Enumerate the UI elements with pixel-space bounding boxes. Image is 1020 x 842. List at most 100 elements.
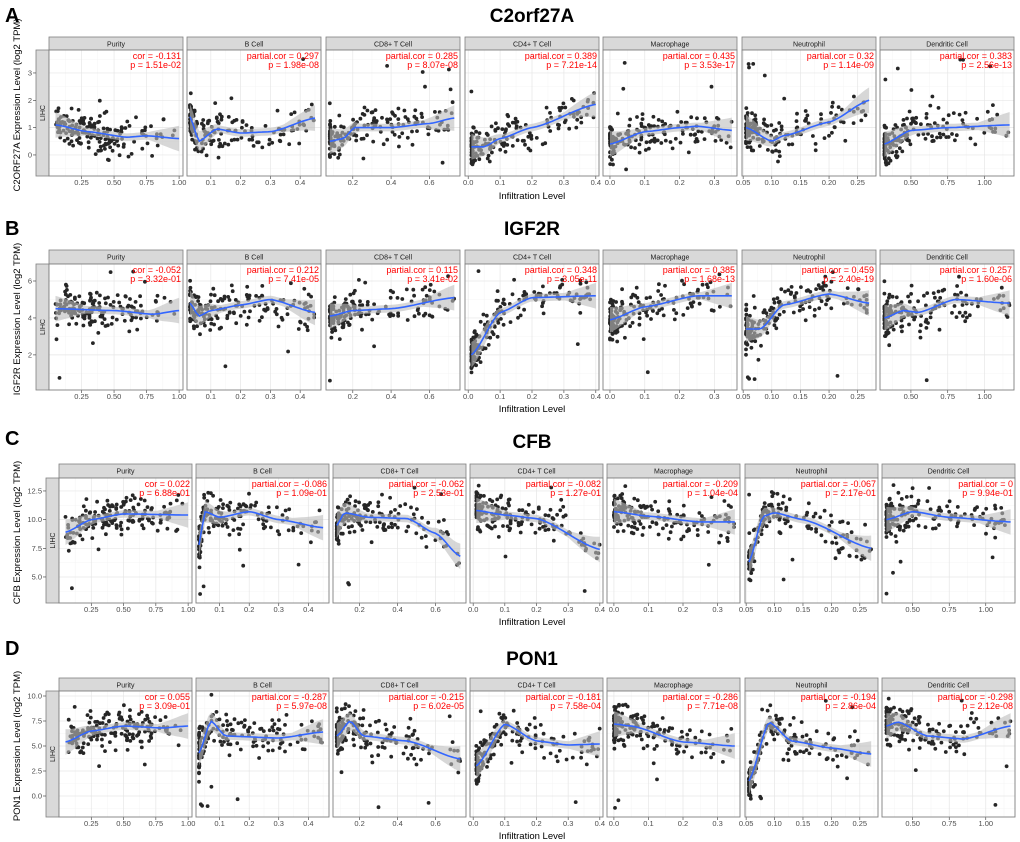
data-point bbox=[678, 140, 683, 145]
p-value: 2.56e-13 bbox=[976, 60, 1012, 70]
data-point bbox=[358, 116, 363, 121]
data-point bbox=[405, 318, 410, 322]
data-point bbox=[749, 148, 754, 153]
data-point bbox=[208, 328, 213, 332]
data-point bbox=[819, 533, 824, 538]
data-point bbox=[254, 500, 259, 505]
data-point bbox=[901, 528, 906, 533]
data-point bbox=[791, 310, 796, 315]
data-point bbox=[95, 499, 99, 504]
data-point bbox=[672, 308, 676, 312]
x-tick-label: 0.75 bbox=[940, 178, 955, 187]
data-point bbox=[105, 323, 110, 328]
data-point bbox=[332, 152, 337, 156]
data-point bbox=[202, 495, 207, 500]
data-point bbox=[746, 62, 751, 66]
data-point bbox=[651, 114, 656, 119]
correlation-annotation: partial.cor = 0.257 bbox=[940, 265, 1012, 275]
data-point bbox=[616, 496, 620, 501]
data-point bbox=[888, 503, 893, 507]
data-point bbox=[124, 495, 129, 500]
data-point bbox=[632, 496, 637, 501]
data-point bbox=[584, 280, 589, 285]
data-point bbox=[906, 294, 910, 299]
data-point bbox=[98, 293, 102, 298]
data-point bbox=[89, 125, 93, 130]
correlation-annotation: partial.cor = 0.115 bbox=[386, 265, 458, 275]
data-point bbox=[334, 709, 339, 714]
cor-label: partial.cor bbox=[807, 51, 847, 61]
data-point bbox=[489, 124, 494, 129]
data-point bbox=[624, 167, 628, 172]
data-point bbox=[391, 290, 395, 295]
facet-strip-label: CD8+ T Cell bbox=[374, 255, 413, 262]
data-point bbox=[968, 136, 973, 141]
data-point bbox=[411, 745, 416, 750]
panel-border bbox=[464, 263, 600, 391]
data-point bbox=[119, 505, 124, 509]
data-point bbox=[909, 121, 913, 126]
data-point bbox=[287, 142, 292, 147]
data-point bbox=[81, 323, 86, 328]
p-value: 1.14e-09 bbox=[838, 60, 874, 70]
data-point bbox=[360, 112, 365, 116]
data-point bbox=[809, 526, 814, 531]
data-point bbox=[512, 277, 516, 282]
data-point bbox=[507, 497, 512, 502]
data-point bbox=[68, 293, 73, 297]
data-point bbox=[938, 135, 943, 140]
data-point bbox=[252, 721, 257, 725]
confidence-band bbox=[329, 105, 455, 155]
data-point bbox=[363, 745, 368, 750]
data-point bbox=[744, 352, 748, 357]
data-point bbox=[101, 716, 106, 720]
data-point bbox=[401, 751, 406, 756]
data-point bbox=[706, 562, 711, 567]
data-point bbox=[788, 524, 793, 529]
data-point bbox=[813, 142, 818, 146]
data-point bbox=[482, 494, 486, 498]
data-point bbox=[158, 520, 163, 525]
data-point bbox=[916, 523, 921, 528]
data-point bbox=[639, 137, 644, 142]
data-point bbox=[612, 525, 616, 529]
data-point bbox=[905, 116, 909, 121]
data-point bbox=[219, 117, 224, 122]
data-point bbox=[128, 297, 132, 301]
data-point bbox=[763, 123, 768, 127]
data-point bbox=[729, 505, 733, 509]
data-point bbox=[85, 713, 90, 717]
data-point bbox=[641, 337, 646, 341]
data-point bbox=[109, 731, 113, 735]
data-point bbox=[930, 134, 934, 139]
x-tick-label: 0.2 bbox=[244, 819, 254, 828]
data-point bbox=[766, 148, 770, 152]
data-point bbox=[240, 125, 244, 130]
data-point bbox=[277, 746, 282, 750]
facet-strip-label: CD4+ T Cell bbox=[513, 255, 552, 262]
data-point bbox=[898, 559, 903, 564]
data-point bbox=[139, 303, 143, 308]
confidence-band bbox=[199, 712, 324, 766]
data-point bbox=[390, 110, 394, 115]
confidence-band bbox=[471, 282, 596, 368]
x-tick-label: 0.75 bbox=[149, 819, 164, 828]
x-tick-label: 0.50 bbox=[904, 178, 919, 187]
x-tick-label: 0.75 bbox=[139, 178, 154, 187]
data-point bbox=[750, 111, 754, 116]
x-tick-label: 0.4 bbox=[295, 178, 305, 187]
p-value: 5.97e-08 bbox=[291, 701, 327, 711]
row-strip-label: LIHC bbox=[50, 746, 57, 762]
data-point bbox=[121, 502, 126, 507]
x-tick-label: 0.2 bbox=[674, 392, 684, 401]
data-point bbox=[130, 520, 135, 524]
data-point bbox=[404, 287, 409, 292]
data-point bbox=[748, 313, 752, 318]
data-point bbox=[947, 499, 952, 504]
cor-equals: = bbox=[998, 479, 1008, 489]
data-point bbox=[505, 524, 510, 529]
data-point bbox=[637, 150, 642, 155]
data-point bbox=[198, 802, 203, 807]
p-value-annotation: p = 8.07e-08 bbox=[407, 60, 458, 70]
y-tick-label: 3 bbox=[28, 68, 32, 77]
